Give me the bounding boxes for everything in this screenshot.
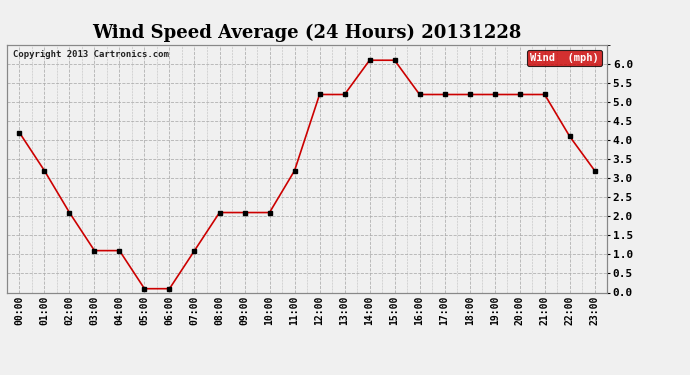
Title: Wind Speed Average (24 Hours) 20131228: Wind Speed Average (24 Hours) 20131228 (92, 24, 522, 42)
Legend: Wind  (mph): Wind (mph) (527, 50, 602, 66)
Text: Copyright 2013 Cartronics.com: Copyright 2013 Cartronics.com (13, 50, 169, 59)
